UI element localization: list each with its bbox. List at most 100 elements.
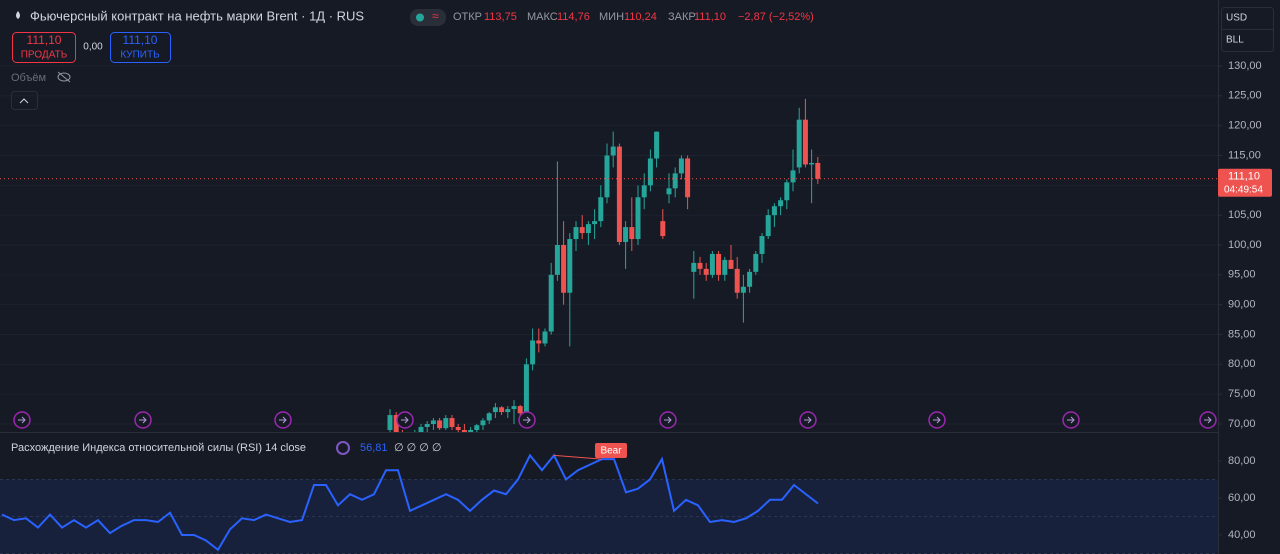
y-tick-label: 80,00 (1228, 358, 1256, 370)
candle-body (474, 425, 480, 430)
candle-body (697, 262, 703, 269)
candle-body (548, 274, 554, 332)
y-tick-label: 120,00 (1228, 120, 1262, 132)
sell-price: 111,10 (27, 33, 62, 47)
bear-line (553, 454, 603, 460)
bear-label: Bear (600, 446, 622, 457)
candle-body (641, 185, 647, 198)
candle-layer (387, 98, 821, 432)
candle-body (660, 221, 666, 237)
event-arrow (139, 416, 147, 424)
candle-body (480, 420, 486, 426)
candle-body (468, 429, 474, 432)
rsi-value: 56,81 (360, 442, 388, 454)
candle-body (815, 162, 821, 179)
candle-body (449, 418, 455, 427)
unit: BLL (1226, 35, 1244, 46)
candle-body (567, 239, 573, 293)
low-value: 110,24 (624, 11, 657, 23)
y-tick-label: 100,00 (1228, 239, 1262, 251)
rsi-extra: ∅ ∅ ∅ ∅ (394, 442, 442, 454)
candle-body (393, 415, 399, 432)
buy-price: 111,10 (123, 33, 158, 47)
close-label: ЗАКР (668, 11, 696, 23)
candle-body (517, 406, 523, 414)
candle-body (616, 146, 622, 243)
currency: USD (1226, 13, 1247, 24)
candle-body (499, 407, 505, 413)
y-tick-label: 95,00 (1228, 269, 1256, 281)
countdown: 04:49:54 (1224, 184, 1263, 195)
change-value: −2,87 (−2,52%) (738, 11, 814, 23)
event-arrow (279, 416, 287, 424)
candle-body (790, 170, 796, 183)
candle-body (492, 407, 498, 413)
candle-body (579, 227, 585, 234)
collapse-arrow (19, 98, 29, 104)
candle-body (654, 131, 660, 159)
rsi-tick-label: 40,00 (1228, 529, 1256, 541)
close-value: 111,10 (694, 11, 726, 23)
candle-body (536, 340, 542, 344)
candle-body (523, 364, 529, 413)
candle-body (759, 236, 765, 254)
sell-label: ПРОДАТЬ (21, 50, 68, 61)
event-arrow (804, 416, 812, 424)
y-tick-label: 115,00 (1228, 149, 1261, 161)
event-arrow (18, 416, 26, 424)
status-pill (410, 9, 446, 26)
candle-body (740, 286, 746, 293)
collapse-button[interactable] (11, 91, 38, 110)
candle-body (672, 173, 678, 189)
open-value: 113,75 (484, 11, 517, 23)
y-tick-label: 90,00 (1228, 299, 1256, 311)
candle-body (585, 224, 591, 234)
candle-body (486, 413, 492, 421)
volume-label: Объём (11, 72, 46, 84)
candle-body (691, 262, 697, 272)
candle-body (734, 268, 740, 293)
event-arrow (401, 416, 409, 424)
high-value: 114,76 (557, 11, 590, 23)
candle-body (455, 426, 461, 430)
status-icon: ≈ (432, 9, 439, 23)
candle-body (604, 155, 610, 198)
candle-body (784, 182, 790, 201)
y-tick-label: 125,00 (1228, 90, 1262, 102)
candle-body (778, 200, 784, 207)
event-icons (13, 411, 1217, 429)
candle-body (387, 415, 393, 430)
candle-body (796, 119, 802, 168)
symbol-title: Фьючерсный контракт на нефть марки Brent… (30, 8, 364, 23)
sell-button[interactable] (12, 32, 76, 63)
candle-body (765, 215, 771, 237)
candle-body (678, 158, 684, 174)
candle-body (542, 331, 548, 344)
rsi-icon[interactable] (336, 441, 350, 455)
y-tick-label: 70,00 (1228, 418, 1256, 430)
buy-label: КУПИТЬ (120, 50, 160, 61)
last-price-badge (1218, 168, 1272, 197)
candle-body (511, 406, 517, 410)
buy-button[interactable] (110, 32, 171, 63)
y-tick-label: 75,00 (1228, 388, 1256, 400)
rsi-line (1, 453, 819, 552)
candle-body (443, 418, 449, 429)
drop-icon (16, 11, 20, 19)
rsi-tick-label: 60,00 (1228, 492, 1256, 504)
eye-icon[interactable] (57, 71, 71, 83)
candle-body (809, 162, 815, 165)
candle-body (573, 227, 579, 240)
candle-body (709, 253, 715, 275)
candle-body (703, 268, 709, 275)
event-arrow (664, 416, 672, 424)
candle-body (418, 426, 424, 432)
y-tick-label: 105,00 (1228, 209, 1262, 221)
candle-body (716, 253, 722, 275)
spread: 0,00 (83, 42, 103, 53)
open-label: ОТКР (453, 11, 482, 23)
candle-body (561, 244, 567, 293)
candle-body (685, 158, 691, 198)
